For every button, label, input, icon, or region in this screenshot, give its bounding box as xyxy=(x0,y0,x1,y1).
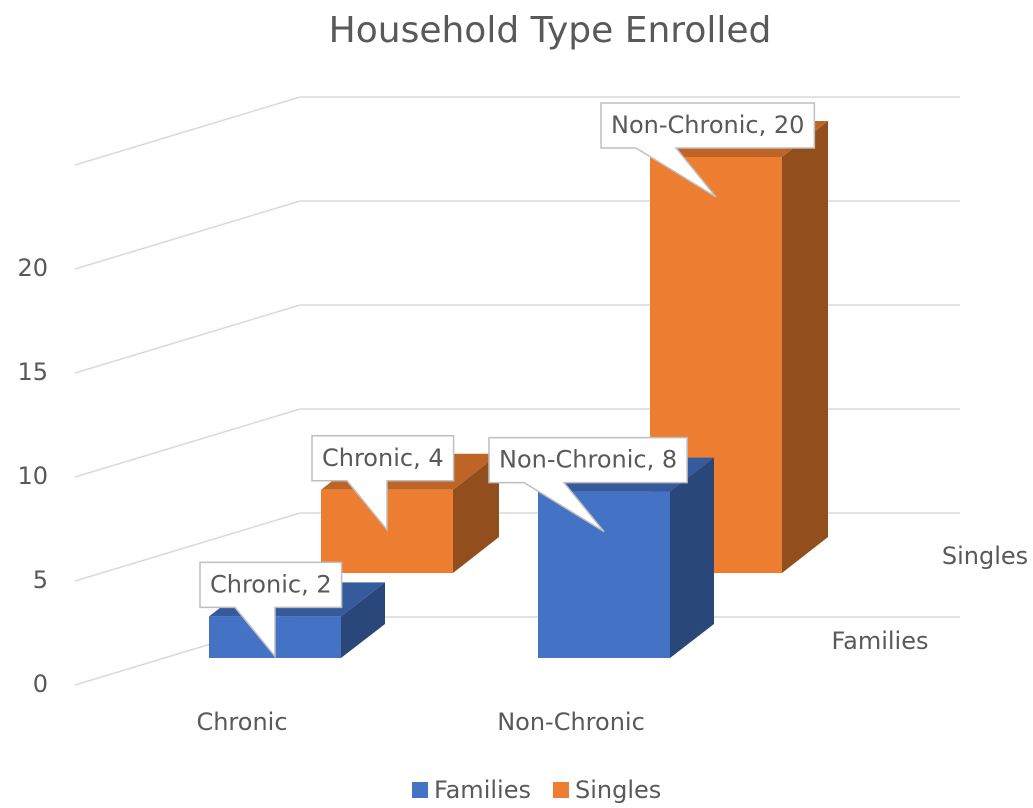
data-label xyxy=(488,436,688,533)
legend-swatch xyxy=(412,782,428,798)
callout xyxy=(600,102,816,198)
data-label-text: Chronic, 4 xyxy=(322,444,444,472)
legend-label: Families xyxy=(434,776,531,804)
y-tick-label: 0 xyxy=(33,670,48,698)
legend-label: Singles xyxy=(575,776,661,804)
bar-side xyxy=(670,457,714,658)
depth-label: Families xyxy=(832,627,929,655)
x-tick-label: Non-Chronic xyxy=(497,708,645,736)
data-label-text: Non-Chronic, 20 xyxy=(611,111,804,139)
grid-line xyxy=(74,408,301,478)
bar xyxy=(538,491,670,658)
data-label-text: Non-Chronic, 8 xyxy=(499,446,677,474)
y-tick-label: 5 xyxy=(33,566,48,594)
bar-side xyxy=(453,453,499,573)
grid-line xyxy=(74,200,301,270)
data-label xyxy=(199,561,343,659)
x-tick-label: Chronic xyxy=(196,708,287,736)
legend-swatch xyxy=(552,782,569,798)
data-label xyxy=(600,102,816,198)
data-label xyxy=(311,435,455,532)
grid-line xyxy=(74,512,301,582)
wall-edge xyxy=(74,96,301,166)
y-tick-label: 15 xyxy=(17,358,48,386)
data-label-text: Chronic, 2 xyxy=(210,570,332,598)
chart-title: Household Type Enrolled xyxy=(329,10,772,51)
grid-line xyxy=(74,304,301,374)
callout xyxy=(311,435,455,532)
depth-label: Singles xyxy=(942,542,1028,570)
bar-side xyxy=(341,582,385,658)
y-tick-label: 10 xyxy=(17,462,48,490)
callout xyxy=(488,436,688,533)
y-tick-label: 20 xyxy=(17,254,48,282)
callout xyxy=(199,561,343,659)
bar-side xyxy=(782,121,828,573)
